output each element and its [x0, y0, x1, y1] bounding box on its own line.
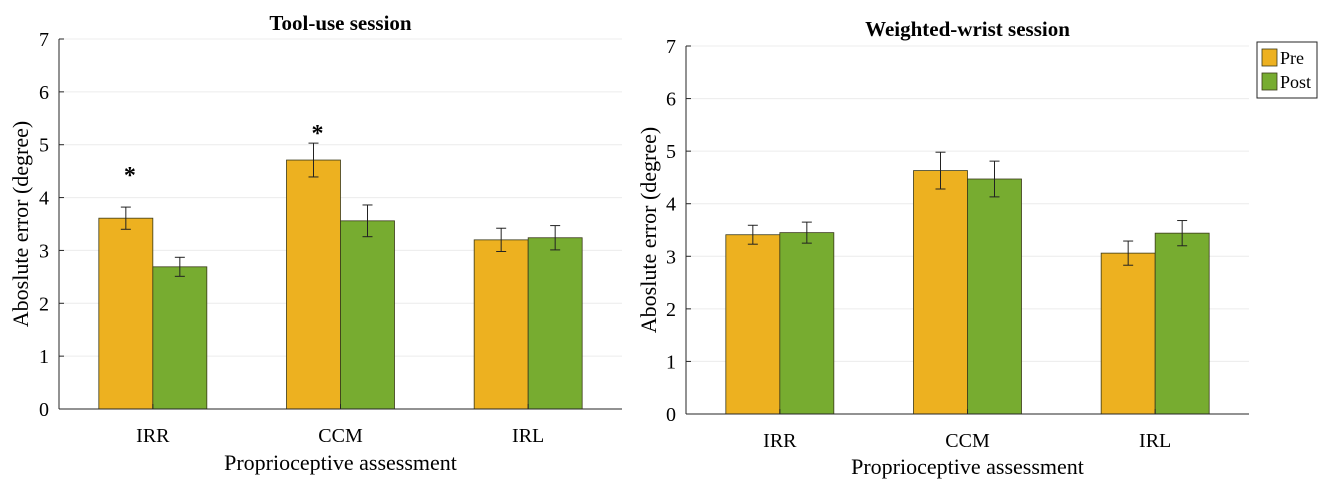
x-tick-label-irl: IRL [512, 425, 544, 447]
y-tick-label: 6 [666, 89, 676, 111]
y-tick-label: 3 [666, 246, 676, 268]
y-tick-label: 7 [666, 36, 676, 58]
x-axis-label: Proprioceptive assessment [224, 450, 457, 475]
y-tick-label: 4 [39, 188, 49, 210]
legend-label-pre: Pre [1280, 48, 1304, 68]
y-axis-label: Aboslute error (degree) [8, 121, 33, 327]
legend-swatch-pre [1261, 48, 1278, 67]
y-tick-label: 4 [666, 194, 676, 216]
bar-pre-irl [473, 239, 529, 410]
y-tick-label: 2 [666, 299, 676, 321]
x-axis-label: Proprioceptive assessment [851, 454, 1084, 479]
chart-0: 0 1 2 3 4 5 6 7 IRR CCM IRL Tool-use session Proprio… [8, 11, 622, 475]
y-tick-label: 2 [39, 293, 49, 315]
significance-star: * [124, 163, 136, 189]
y-tick-label: 1 [39, 346, 49, 368]
x-tick-label-ccm: CCM [945, 430, 990, 452]
x-tick-label-irr: IRR [763, 430, 797, 452]
x-tick-label-irl: IRL [1139, 430, 1171, 452]
bar-pre-ccm [913, 170, 968, 415]
y-tick-label: 3 [39, 240, 49, 262]
bar-post-ccm [967, 178, 1022, 415]
bar-pre-irl [1100, 252, 1156, 415]
bar-pre-irr [725, 234, 781, 415]
bar-pre-irr [98, 217, 154, 410]
x-tick-label-ccm: CCM [318, 425, 363, 447]
legend-swatch-post [1261, 72, 1278, 91]
bar-post-irl [1154, 232, 1210, 415]
y-tick-label: 7 [39, 29, 49, 51]
y-axis-label: Aboslute error (degree) [636, 127, 661, 333]
significance-star: * [312, 121, 324, 147]
bar-post-irr [152, 266, 208, 410]
legend-label-post: Post [1280, 72, 1311, 92]
y-tick-label: 1 [666, 351, 676, 373]
bar-pre-ccm [286, 159, 341, 410]
y-tick-label: 0 [39, 399, 49, 421]
bar-post-ccm [340, 220, 395, 410]
bar-post-irl [527, 237, 583, 410]
chart-title: Tool-use session [269, 11, 412, 35]
chart-title: Weighted-wrist session [865, 17, 1070, 41]
bar-post-irr [779, 232, 835, 415]
y-tick-label: 0 [666, 404, 676, 426]
y-tick-label: 5 [666, 141, 676, 163]
legend: Pre Post [1256, 41, 1318, 99]
y-tick-label: 6 [39, 82, 49, 104]
chart-1: 0 1 2 3 4 5 6 7 IRR CCM IRL Weighted-wrist session P… [636, 17, 1318, 479]
y-tick-label: 5 [39, 135, 49, 157]
x-tick-label-irr: IRR [136, 425, 170, 447]
